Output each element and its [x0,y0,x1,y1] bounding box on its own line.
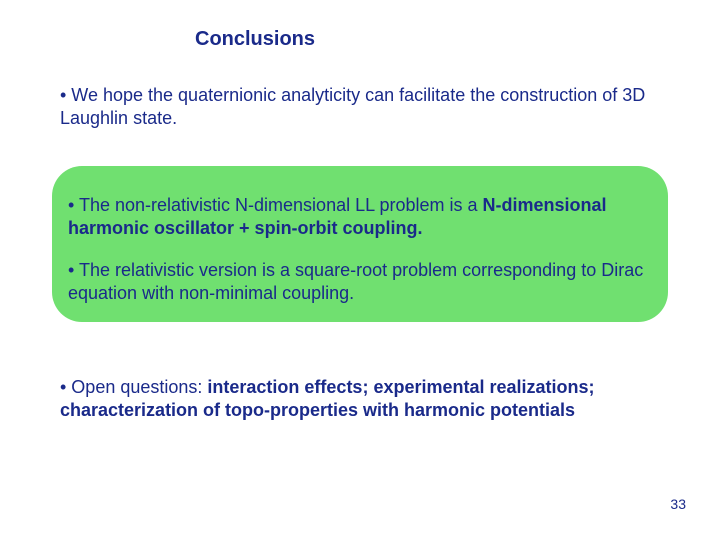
bullet-4: • Open questions: interaction effects; e… [60,376,670,423]
bullet-1: • We hope the quaternionic analyticity c… [60,84,660,131]
slide-title: Conclusions [195,28,315,51]
bullet-2: • The non-relativistic N-dimensional LL … [68,194,652,241]
slide: Conclusions • We hope the quaternionic a… [0,0,720,540]
bullet-3: • The relativistic version is a square-r… [68,259,658,306]
page-number: 33 [670,496,686,512]
bullet-4-pre: • Open questions: [60,377,207,397]
highlight-box: • The non-relativistic N-dimensional LL … [52,166,668,322]
bullet-2-pre: • The non-relativistic N-dimensional LL … [68,195,482,215]
